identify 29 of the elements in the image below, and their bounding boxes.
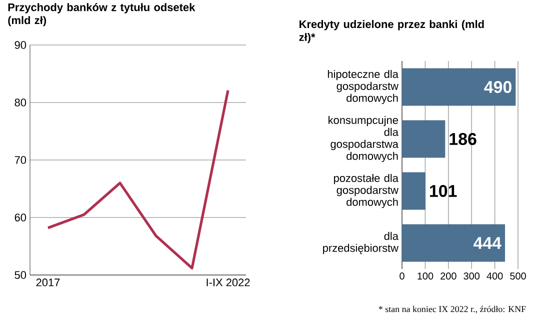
bar (402, 68, 516, 106)
x-tick-label: 100 (418, 272, 434, 280)
x-tick-label: 500 (510, 272, 526, 280)
text: * stan na koniec IX 2022 r., źródło: KNF (378, 306, 526, 314)
bar (402, 120, 446, 158)
y-tick-label: 50 (14, 271, 26, 279)
line-series (46, 89, 230, 270)
x-tick-label: 2017 (36, 278, 60, 286)
data-label: 101 (430, 185, 457, 197)
y-tick-label: 60 (14, 214, 26, 222)
chart-title: Kredyty udzielone przez banki (mld zł)* (299, 20, 484, 44)
chart-title: Przychody banków z tytułu odsetek (mld zł) (8, 3, 196, 26)
x-tick-label: 0 (400, 272, 404, 280)
y-tick-label: dla przedsiębiorstw (323, 232, 398, 254)
y-tick-label: pozostałe dla gospodarstw domowych (334, 174, 399, 208)
x-tick-label: 300 (464, 272, 480, 280)
y-tick-label: hipoteczne dla gospodarstw domowych (328, 70, 399, 104)
y-tick-label: 70 (14, 156, 26, 164)
y-tick-label: 90 (14, 41, 26, 49)
bar (402, 224, 506, 262)
bar (402, 172, 426, 210)
x-tick-label: 400 (486, 272, 503, 280)
y-tick-label: 80 (14, 98, 26, 106)
data-label: 490 (484, 81, 512, 94)
data-label: 186 (450, 133, 476, 146)
x-tick-label: I-IX 2022 (206, 278, 250, 286)
y-tick-label: konsumpcujne dla gospodarstwa domowych (328, 116, 398, 162)
data-label: 444 (473, 237, 502, 249)
x-tick-label: 200 (440, 272, 456, 280)
